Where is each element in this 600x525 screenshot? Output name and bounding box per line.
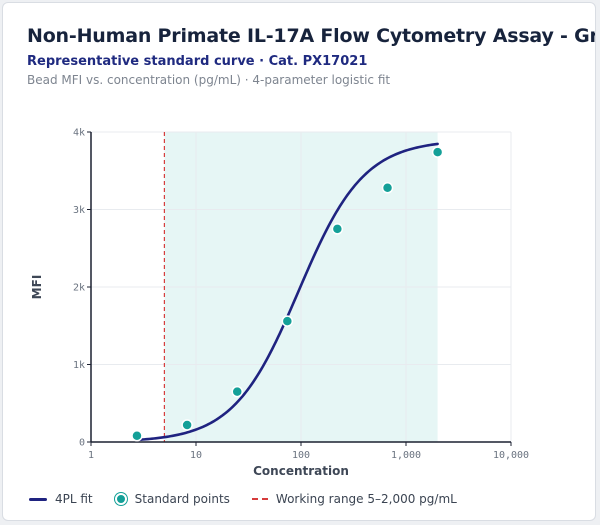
chart-caption: Bead MFI vs. concentration (pg/mL) · 4-p… xyxy=(27,73,391,87)
x-tick-label: 100 xyxy=(292,450,310,461)
standard-point xyxy=(431,146,444,158)
dashed-line-swatch xyxy=(251,498,268,500)
chart-subtitle: Representative standard curve · Cat. PX1… xyxy=(27,54,368,69)
x-tick-label: 10 xyxy=(190,450,202,461)
legend-label-points: Standard points xyxy=(134,492,230,506)
y-tick-label: 4k xyxy=(73,128,85,139)
y-tick-label: 3k xyxy=(73,205,85,216)
legend-item-fit[interactable]: 4PL fit xyxy=(29,492,93,506)
standard-point xyxy=(231,385,243,398)
x-tick-label: 1 xyxy=(88,450,94,461)
standard-point xyxy=(181,419,193,431)
legend-item-range[interactable]: Working range 5–2,000 pg/mL xyxy=(251,492,457,506)
y-tick-label: 1k xyxy=(73,360,85,371)
y-tick-label: 2k xyxy=(73,283,85,294)
standard-point xyxy=(131,430,143,442)
x-axis-title: Concentration xyxy=(253,464,349,478)
legend-label-range: Working range 5–2,000 pg/mL xyxy=(275,492,457,506)
chart-title: Non-Human Primate IL-17A Flow Cytometry … xyxy=(27,25,596,47)
y-tick-label: 0 xyxy=(79,438,85,449)
x-tick-label: 1,000 xyxy=(391,450,421,461)
legend-item-points[interactable]: Standard points xyxy=(114,492,230,506)
standard-point xyxy=(381,182,394,194)
chart-legend: 4PL fit Standard points Working range 5–… xyxy=(29,491,479,507)
standard-curve-chart: 0 1k 2k 3k 4k 1 10 100 1,000 10,000 Concentration… xyxy=(30,128,529,479)
x-tick-label: 10,000 xyxy=(493,450,529,461)
fit-line-swatch xyxy=(29,497,47,501)
chart-card: Non-Human Primate IL-17A Flow Cytometry … xyxy=(2,2,596,521)
point-marker-swatch xyxy=(114,493,127,505)
legend-label-fit: 4PL fit xyxy=(55,492,93,506)
standard-point xyxy=(331,223,344,235)
standard-point xyxy=(281,315,294,327)
y-axis-title: MFI xyxy=(30,275,44,300)
